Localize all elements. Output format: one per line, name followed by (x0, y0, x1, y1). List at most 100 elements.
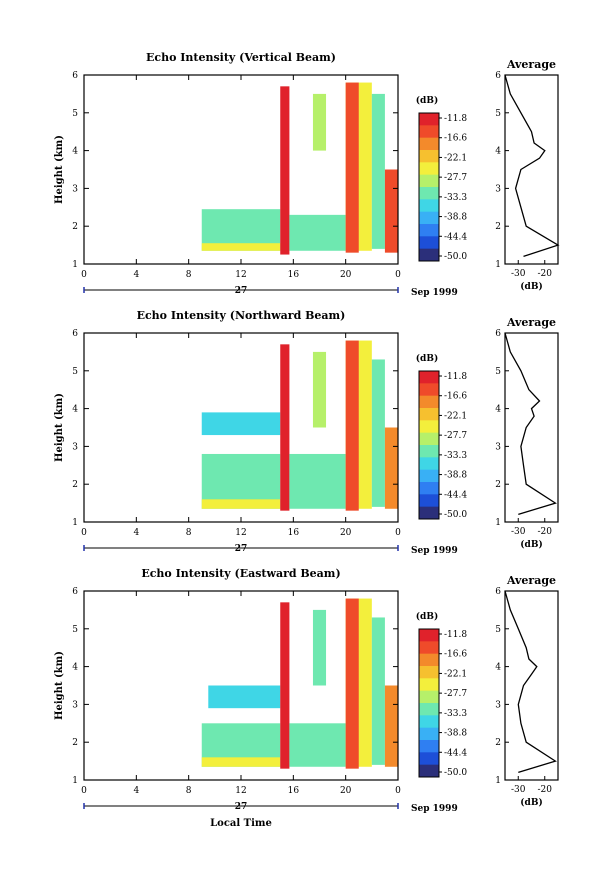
colorbar-segment (419, 752, 439, 766)
average-profile-line (504, 590, 557, 774)
echo-cell (201, 757, 281, 767)
average-x-tick-label: -30 (511, 269, 526, 279)
average-y-tick-label: 3 (495, 700, 501, 710)
echo-cell (201, 499, 281, 509)
average-y-tick-label: 6 (495, 71, 501, 81)
x-tick-label: 16 (288, 270, 300, 280)
average-frame (504, 74, 559, 265)
echo-cell (289, 723, 346, 767)
echo-cell (208, 685, 281, 709)
colorbar-segment (419, 113, 439, 126)
y-tick-label: 3 (72, 184, 78, 194)
colorbar-frame (418, 628, 440, 778)
colorbar-segment (419, 137, 439, 151)
average-profile-line (504, 332, 557, 516)
colorbar-tick-label: -11.8 (444, 372, 467, 382)
colorbar-tick-label: -16.6 (444, 650, 467, 660)
colorbar-segment (419, 457, 439, 471)
colorbar-frame (418, 112, 440, 262)
colorbar-tick-label: -27.7 (444, 689, 467, 699)
colorbar-segment (419, 383, 439, 397)
x-tick-label: 16 (288, 786, 300, 796)
x-tick-label: 12 (235, 528, 246, 538)
colorbar-segment (419, 678, 439, 692)
colorbar-segment (419, 690, 439, 704)
colorbar-tick-label: -50.0 (444, 510, 467, 520)
x-tick-label: 8 (186, 786, 192, 796)
average-y-tick-label: 3 (495, 442, 501, 452)
average-x-tick-label: -20 (538, 269, 553, 279)
colorbar-tick-label: -50.0 (444, 768, 467, 778)
average-y-tick-label: 4 (495, 663, 501, 673)
x-tick-label: 0 (395, 528, 401, 538)
x-tick-label: 0 (81, 270, 87, 280)
colorbar-tick-label: -33.3 (444, 709, 467, 719)
date-month-year: Sep 1999 (411, 288, 458, 298)
average-frame (504, 590, 559, 781)
y-tick-label: 2 (72, 738, 78, 748)
echo-cell (289, 214, 346, 251)
average-y-tick-label: 6 (495, 329, 501, 339)
colorbar-segment (419, 420, 439, 434)
colorbar-segment (419, 199, 439, 213)
y-tick-label: 5 (72, 625, 78, 635)
average-y-tick-label: 1 (495, 518, 501, 528)
colorbar-tick-label: -50.0 (444, 252, 467, 262)
colorbar-segment (419, 703, 439, 716)
echo-cell (201, 243, 281, 251)
panel-title: Echo Intensity (Vertical Beam) (146, 51, 336, 64)
colorbar-segment (419, 641, 439, 655)
echo-cell (280, 344, 290, 511)
average-x-tick-label: -20 (538, 785, 553, 795)
x-tick-label: 12 (235, 786, 246, 796)
echo-cell (384, 685, 398, 767)
y-tick-label: 2 (72, 480, 78, 490)
colorbar-segment (419, 224, 439, 237)
average-profile-line (504, 74, 560, 258)
panel-title: Echo Intensity (Eastward Beam) (141, 567, 340, 580)
panel-title: Echo Intensity (Northward Beam) (137, 309, 346, 322)
average-y-tick-label: 1 (495, 260, 501, 270)
x-tick-label: 20 (340, 786, 352, 796)
y-tick-label: 1 (72, 260, 78, 270)
y-tick-label: 2 (72, 222, 78, 232)
colorbar-tick-label: -11.8 (444, 114, 467, 124)
average-y-tick-label: 6 (495, 587, 501, 597)
y-tick-label: 1 (72, 518, 78, 528)
x-tick-label: 0 (395, 270, 401, 280)
y-tick-label: 6 (72, 71, 78, 81)
colorbar-segment (419, 666, 439, 679)
average-y-tick-label: 2 (495, 738, 501, 748)
colorbar-tick-label: -38.8 (444, 213, 467, 223)
average-y-tick-label: 3 (495, 184, 501, 194)
colorbar-tick-label: -33.3 (444, 193, 467, 203)
colorbar-tick-label: -22.1 (444, 411, 467, 421)
panel-1: Echo Intensity (Vertical Beam)123456Heig… (54, 51, 560, 298)
echo-cell (312, 93, 327, 151)
colorbar-segment (419, 395, 439, 409)
colorbar-tick-label: -22.1 (444, 153, 467, 163)
average-y-tick-label: 2 (495, 480, 501, 490)
colorbar-segment (419, 494, 439, 508)
colorbar-segment (419, 162, 439, 176)
date-day: 27 (235, 286, 248, 296)
echo-cell (371, 93, 385, 249)
colorbar-segment (419, 445, 439, 458)
average-title: Average (506, 58, 556, 71)
colorbar-tick-label: -27.7 (444, 173, 467, 183)
echo-cell (289, 453, 346, 509)
echo-cell (384, 169, 398, 253)
echo-cell (345, 598, 359, 769)
colorbar-segment (419, 150, 439, 163)
average-y-tick-label: 5 (495, 367, 501, 377)
y-tick-label: 5 (72, 109, 78, 119)
colorbar-segment (419, 236, 439, 250)
date-month-year: Sep 1999 (411, 804, 458, 814)
date-day: 27 (235, 802, 248, 812)
colorbar-frame (418, 370, 440, 520)
colorbar-segment (419, 187, 439, 200)
colorbar-tick-label: -16.6 (444, 392, 467, 402)
x-tick-label: 20 (340, 528, 352, 538)
colorbar-segment (419, 506, 439, 520)
average-y-tick-label: 4 (495, 405, 501, 415)
